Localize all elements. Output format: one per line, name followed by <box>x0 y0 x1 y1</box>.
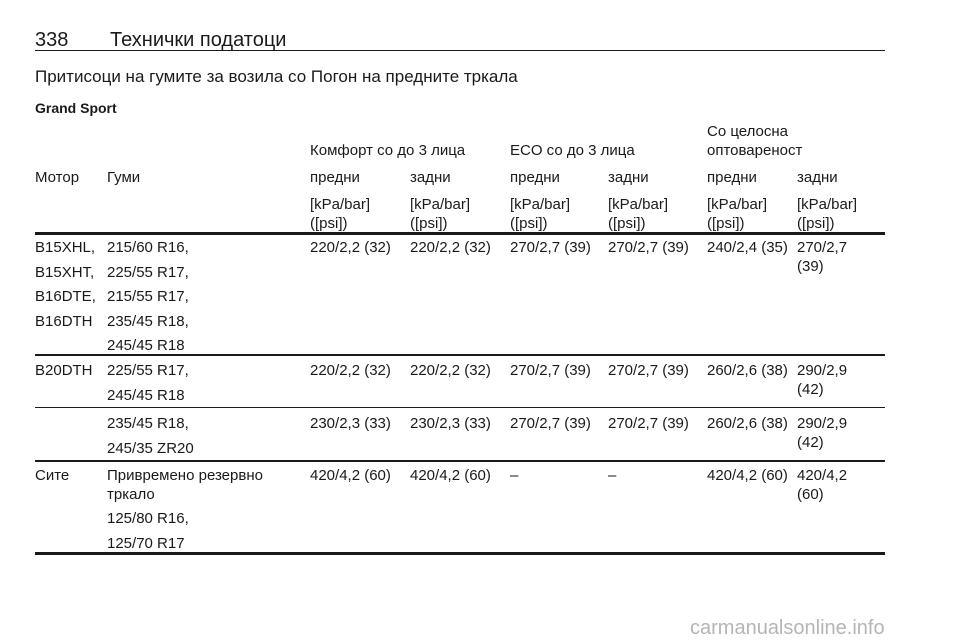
tyre: 235/45 R18, <box>107 415 189 432</box>
table-rule <box>35 407 885 408</box>
tyre: 245/45 R18 <box>107 386 185 404</box>
pressure: 220/2,2 (32) <box>410 239 491 256</box>
pressure: 420/4,2 (60) <box>797 467 848 503</box>
column-header: предни <box>707 169 757 186</box>
table-rule <box>35 460 885 462</box>
group-header: Комфорт со до 3 лица <box>310 142 466 159</box>
table-rule <box>35 354 885 356</box>
pressure: 230/2,3 (33) <box>310 415 391 432</box>
table-rule <box>35 232 885 235</box>
pressure: 270/2,7 (39) <box>510 362 591 379</box>
pressure: 220/2,2 (32) <box>310 239 391 256</box>
tyre: 245/45 R18 <box>107 337 185 354</box>
pressure: 420/4,2 (60) <box>410 467 491 484</box>
column-header: задни <box>797 169 838 186</box>
pressure: 420/4,2 (60) <box>310 467 391 484</box>
section-title: Притисоци на гумите за возила со Погон н… <box>35 67 518 86</box>
motor: B15XHT, <box>35 263 95 281</box>
column-header: предни <box>310 169 360 186</box>
tyre: 215/60 R16, <box>107 239 189 256</box>
column-header: задни <box>608 169 649 186</box>
pressure: 260/2,6 (38) <box>707 362 788 379</box>
pressure: 270/2,7 (39) <box>608 415 689 432</box>
subtitle: Grand Sport <box>35 100 117 116</box>
pressure: 270/2,7 (39) <box>797 239 848 275</box>
tyre: 125/80 R16, <box>107 510 189 527</box>
column-header: предни <box>510 169 560 186</box>
column-header: Мотор <box>35 169 80 186</box>
pressure: 270/2,7 (39) <box>608 362 689 379</box>
page-title: Технички податоци <box>110 29 287 51</box>
unit-label: [kPa/bar] ([psi]) <box>310 196 371 232</box>
pressure: 270/2,7 (39) <box>608 239 689 256</box>
motor: B20DTH <box>35 362 93 379</box>
column-header: Гуми <box>107 169 141 186</box>
pressure: 420/4,2 (60) <box>707 467 788 484</box>
unit-label: [kPa/bar] ([psi]) <box>797 196 858 232</box>
watermark: carmanualsonline.info <box>690 617 885 639</box>
column-header: задни <box>410 169 451 186</box>
unit-label: [kPa/bar] ([psi]) <box>510 196 571 232</box>
tyre: 245/35 ZR20 <box>107 439 194 457</box>
group-header: Со целосна оптовареност <box>707 123 803 159</box>
page-number: 338 <box>35 29 69 51</box>
unit-label: [kPa/bar] ([psi]) <box>608 196 669 232</box>
group-header: ECO со до 3 лица <box>510 142 635 159</box>
tyre: Привремено резервно тркало <box>107 467 263 503</box>
pressure: 270/2,7 (39) <box>510 415 591 432</box>
table-rule <box>35 552 885 555</box>
tyre: 235/45 R18, <box>107 312 189 330</box>
tyre: 225/55 R17, <box>107 362 189 379</box>
motor: B15XHL, <box>35 239 96 256</box>
pressure: 220/2,2 (32) <box>410 362 491 379</box>
tyre: 125/70 R17 <box>107 534 185 552</box>
pressure: 230/2,3 (33) <box>410 415 491 432</box>
header-rule <box>35 50 885 51</box>
pressure: – <box>608 467 617 484</box>
tyre: 215/55 R17, <box>107 288 189 305</box>
unit-label: [kPa/bar] ([psi]) <box>707 196 768 232</box>
pressure: 240/2,4 (35) <box>707 239 788 256</box>
motor: B16DTE, <box>35 288 96 305</box>
pressure: 220/2,2 (32) <box>310 362 391 379</box>
pressure: 260/2,6 (38) <box>707 415 788 432</box>
unit-label: [kPa/bar] ([psi]) <box>410 196 471 232</box>
pressure: 290/2,9 (42) <box>797 362 848 398</box>
pressure: 270/2,7 (39) <box>510 239 591 256</box>
pressure: 290/2,9 (42) <box>797 415 848 451</box>
motor: Сите <box>35 467 70 484</box>
pressure: – <box>510 467 519 484</box>
tyre: 225/55 R17, <box>107 263 189 281</box>
motor: B16DTH <box>35 312 93 330</box>
